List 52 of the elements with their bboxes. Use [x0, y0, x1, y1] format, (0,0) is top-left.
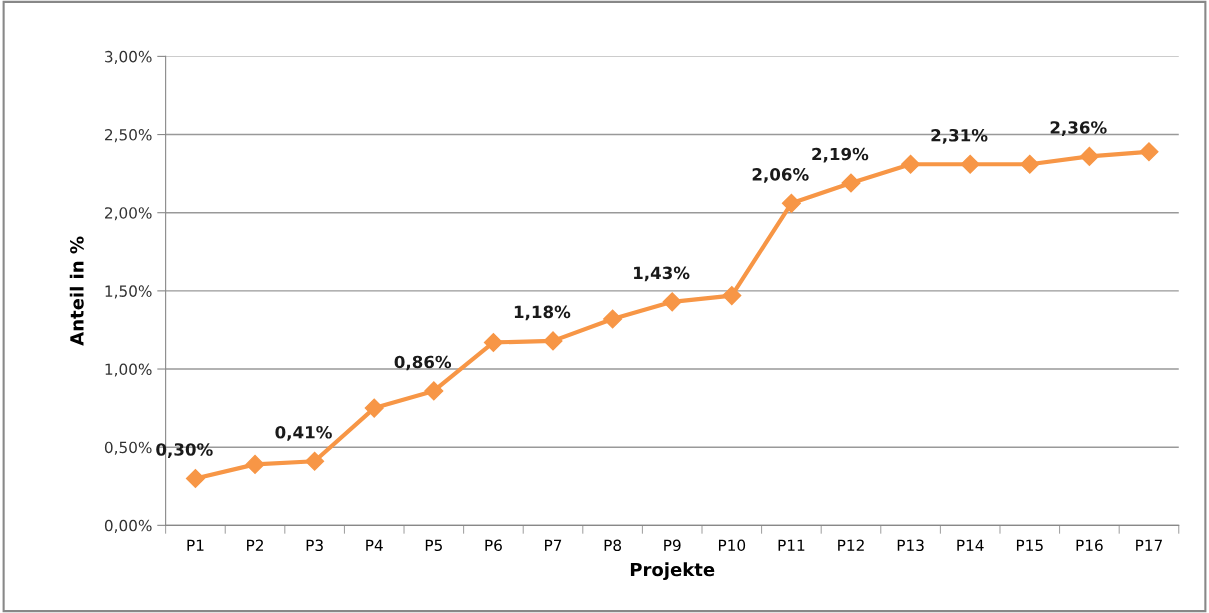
data-label: 0,41% [275, 425, 332, 441]
point [781, 193, 801, 213]
point [185, 468, 205, 488]
x-tick-label: P2 [247, 539, 263, 551]
y-tick-label: 2,50% [105, 129, 152, 143]
point [543, 331, 563, 351]
point [245, 454, 265, 474]
y-tick-label: 0,50% [104, 441, 152, 455]
x-tick-label: P10 [718, 539, 746, 552]
x-tick-label: P6 [485, 539, 502, 552]
point [424, 381, 444, 401]
x-tick-label: P11 [778, 539, 805, 551]
x-tick-label: P16 [1076, 539, 1103, 552]
point [1079, 146, 1099, 166]
x-tick-label: P1 [187, 539, 204, 551]
y-tick-label: 1,50% [105, 285, 152, 299]
point [901, 154, 921, 174]
data-label: 2,36% [1050, 121, 1107, 136]
data-label: 0,30% [156, 443, 213, 458]
y-tick-label: 3,00% [105, 50, 152, 64]
data-label: 1,43% [634, 266, 690, 282]
point [722, 286, 742, 306]
y-tick-label: 0,00% [104, 519, 152, 533]
y-tick-label: 1,00% [105, 363, 152, 377]
point [662, 292, 682, 312]
y-axis-title: Anteil in % [69, 236, 84, 346]
data-label: 2,31% [931, 128, 988, 144]
x-tick-label: P5 [425, 539, 442, 552]
x-tick-label: P17 [1136, 539, 1162, 551]
x-axis-title: Projekte [630, 562, 715, 580]
point [1139, 142, 1159, 162]
x-tick-label: P14 [957, 539, 984, 551]
point [1020, 154, 1040, 174]
x-tick-label: P9 [664, 539, 681, 552]
x-tick-label: P4 [366, 539, 383, 551]
x-tick-label: P12 [838, 539, 864, 551]
data-label: 1,18% [514, 305, 571, 321]
data-label: 2,06% [752, 168, 809, 183]
point [305, 451, 325, 471]
x-tick-label: P3 [306, 539, 323, 552]
point [483, 332, 503, 352]
data-label: 2,19% [812, 147, 869, 163]
point [841, 173, 861, 193]
point [603, 309, 623, 329]
data-label: 0,86% [394, 355, 452, 371]
x-tick-label: P15 [1016, 539, 1043, 552]
x-tick-label: P13 [897, 539, 924, 552]
point [960, 154, 980, 174]
x-tick-label: P7 [545, 539, 562, 551]
x-tick-label: P8 [604, 539, 622, 552]
point [364, 398, 384, 418]
y-tick-label: 2,00% [105, 207, 152, 221]
